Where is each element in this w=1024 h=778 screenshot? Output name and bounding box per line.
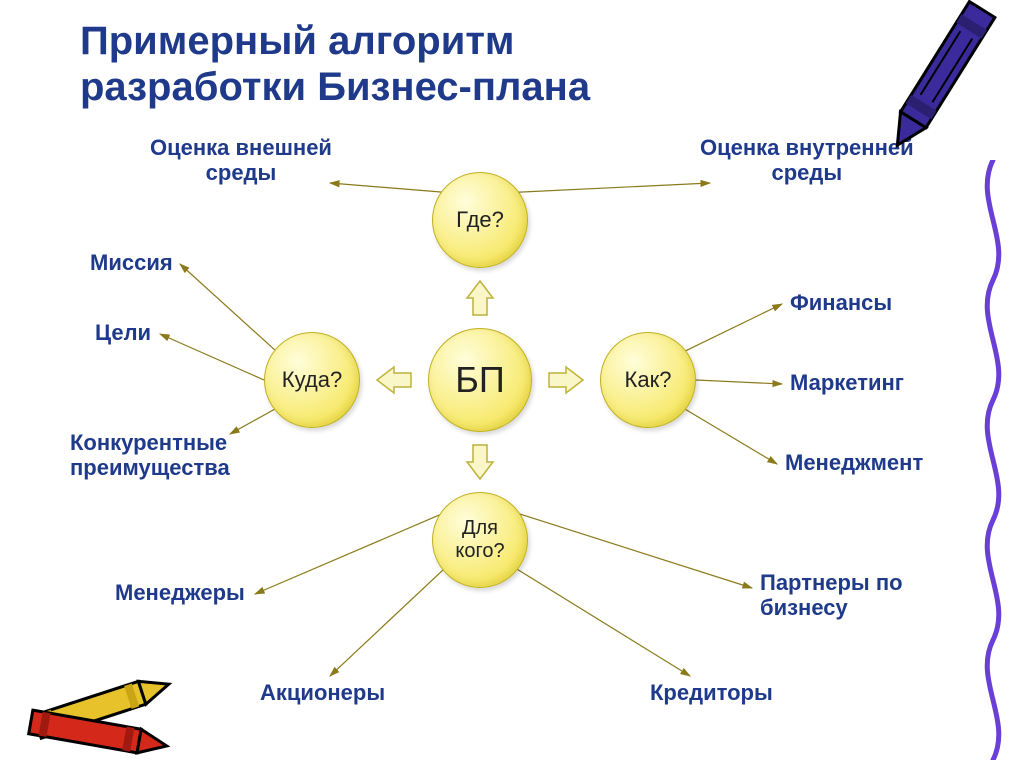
leaf-label-finance: Финансы	[790, 290, 892, 315]
leaf-label-compadv: Конкурентные преимущества	[70, 430, 230, 481]
node-top-label: Где?	[456, 207, 504, 233]
leaf-label-creditors: Кредиторы	[650, 680, 773, 705]
leaf-label-mission: Миссия	[90, 250, 173, 275]
leaf-label-partners: Партнеры по бизнесу	[760, 570, 903, 621]
leaf-label-shareh: Акционеры	[260, 680, 385, 705]
node-top: Где?	[432, 172, 528, 268]
node-bottom: Для кого?	[432, 492, 528, 588]
crayon-top-right-icon	[854, 0, 1024, 180]
leaf-label-goals: Цели	[95, 320, 151, 345]
squiggle-right-icon	[968, 160, 1018, 760]
leaf-label-marketing: Маркетинг	[790, 370, 904, 395]
page-title: Примерный алгоритм разработки Бизнес-пла…	[80, 18, 590, 110]
node-center: БП	[428, 328, 532, 432]
node-center-label: БП	[455, 359, 505, 401]
node-right: Как?	[600, 332, 696, 428]
node-right-label: Как?	[625, 367, 672, 393]
node-left-label: Куда?	[282, 367, 342, 393]
leaf-label-mgmt: Менеджмент	[785, 450, 923, 475]
node-bottom-label: Для кого?	[455, 517, 504, 563]
leaf-label-managers: Менеджеры	[115, 580, 245, 605]
crayons-bottom-left-icon	[5, 638, 205, 778]
leaf-label-ext_env: Оценка внешней среды	[150, 135, 332, 186]
node-left: Куда?	[264, 332, 360, 428]
